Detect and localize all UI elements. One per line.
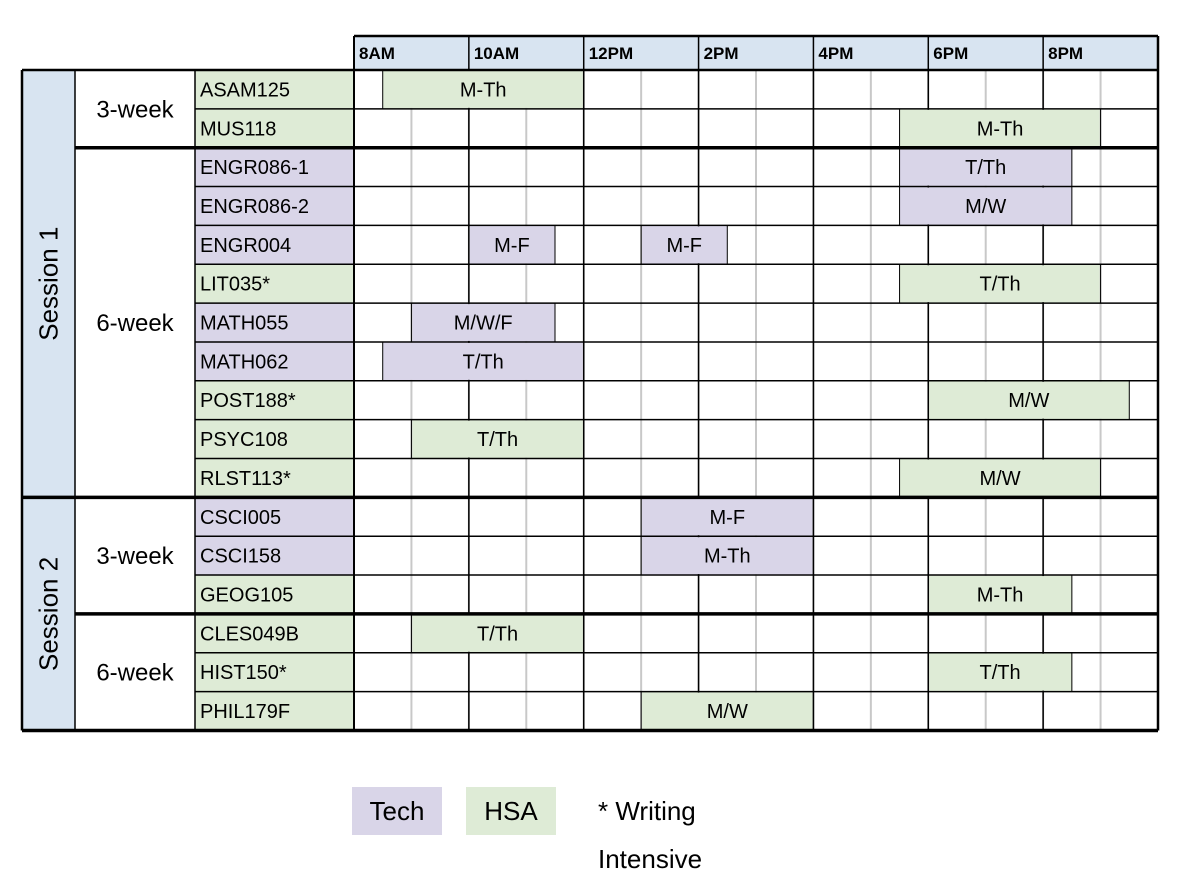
session-cell-2 — [22, 497, 75, 731]
group-label: 3-week — [96, 96, 174, 123]
time-label-8pm: 8PM — [1048, 44, 1083, 63]
schedule-bar-label: T/Th — [980, 274, 1021, 296]
legend-writing-intensive: * Writing Intensive — [598, 796, 703, 874]
course-cell — [195, 341, 354, 381]
legend-hsa: HSA — [466, 787, 556, 835]
course-code: HIST150* — [200, 662, 287, 684]
course-cell — [195, 225, 354, 265]
schedule-bar-label: M-Th — [977, 118, 1024, 140]
time-header — [354, 36, 1158, 70]
course-code: POST188* — [200, 390, 296, 412]
schedule-bar-label: M-Th — [460, 79, 507, 101]
course-code: ENGR086-1 — [200, 157, 309, 179]
course-cell — [195, 497, 354, 537]
schedule-bar-fill — [642, 226, 727, 264]
schedule-bar-label: M-Th — [704, 546, 751, 568]
group-label: 6-week — [96, 660, 174, 687]
course-code: ENGR086-2 — [200, 196, 309, 218]
legend-tech: Tech — [352, 787, 442, 835]
course-cell — [195, 108, 354, 148]
schedule-bar-fill — [900, 148, 1071, 186]
schedule-bar-fill — [412, 420, 583, 458]
course-cell — [195, 186, 354, 226]
course-code: MATH055 — [200, 313, 289, 335]
course-code: PSYC108 — [200, 429, 288, 451]
schedule-bar-fill — [900, 187, 1071, 225]
course-code: ENGR004 — [200, 235, 291, 257]
schedule-bar-fill — [642, 498, 813, 536]
schedule-bar-fill — [929, 653, 1071, 691]
schedule-bar-label: T/Th — [463, 351, 504, 373]
time-label-2pm: 2PM — [704, 44, 739, 63]
course-code: LIT035* — [200, 274, 270, 296]
schedule-bar-label: M-Th — [977, 584, 1024, 606]
course-code: PHIL179F — [200, 701, 290, 723]
group-label: 6-week — [96, 310, 174, 337]
course-code: GEOG105 — [200, 584, 293, 606]
schedule-bar-fill — [383, 71, 583, 108]
session-label-2: Session 2 — [34, 557, 64, 671]
group-label: 3-week — [96, 543, 174, 570]
course-cell — [195, 536, 354, 576]
schedule-bar-fill — [642, 537, 813, 575]
schedule-bar-fill — [383, 342, 583, 380]
course-cell — [195, 147, 354, 187]
schedule-bar-label: M/W/F — [454, 313, 513, 335]
schedule-bar-fill — [412, 304, 554, 341]
time-label-8am: 8AM — [359, 44, 395, 63]
schedule-bar-label: M-F — [666, 235, 702, 257]
schedule-bar-label: M/W — [980, 468, 1021, 490]
schedule-bar-fill — [929, 381, 1129, 419]
course-code: CSCI005 — [200, 507, 281, 529]
schedule-bar-label: T/Th — [477, 429, 518, 451]
schedule-bar-label: M-F — [494, 235, 530, 257]
course-cell — [195, 458, 354, 498]
course-cell — [195, 652, 354, 692]
schedule-bar-label: M/W — [707, 701, 748, 723]
course-cell — [195, 380, 354, 420]
course-code: MUS118 — [200, 118, 276, 140]
schedule-bar-fill — [469, 226, 554, 264]
schedule-bar-fill — [900, 265, 1100, 303]
schedule-bar-label: M-F — [710, 507, 746, 529]
course-code: RLST113* — [200, 468, 291, 490]
time-label-6pm: 6PM — [933, 44, 968, 63]
time-label-12pm: 12PM — [589, 44, 633, 63]
course-cell — [195, 264, 354, 304]
schedule-bar-label: T/Th — [980, 662, 1021, 684]
schedule-bar-label: M/W — [1008, 390, 1049, 412]
course-code: CSCI158 — [200, 546, 281, 568]
course-code: MATH062 — [200, 351, 289, 373]
schedule-bar-label: T/Th — [477, 623, 518, 645]
session-label-1: Session 1 — [34, 227, 64, 341]
course-cell — [195, 419, 354, 459]
schedule-grid: 8AM 10AM 12PM 2PM 4PM 6PM 8PM Session 1 Session … — [20, 34, 1160, 733]
course-code: ASAM125 — [200, 79, 290, 101]
course-cell — [195, 575, 354, 614]
course-cell — [195, 691, 354, 731]
schedule-bar-fill — [900, 109, 1100, 147]
schedule-bar-label: T/Th — [965, 157, 1006, 179]
schedule-bar-fill — [929, 576, 1071, 613]
schedule-bar-fill — [900, 459, 1100, 497]
schedule-bar-fill — [412, 614, 583, 652]
course-cell — [195, 303, 354, 342]
course-cell — [195, 70, 354, 109]
course-code: CLES049B — [200, 623, 299, 645]
session-cell-1 — [22, 70, 75, 498]
course-cell — [195, 613, 354, 653]
schedule-bar-label: M/W — [965, 196, 1006, 218]
time-label-10am: 10AM — [474, 44, 519, 63]
time-label-4pm: 4PM — [818, 44, 853, 63]
schedule-bar-fill — [642, 692, 813, 730]
